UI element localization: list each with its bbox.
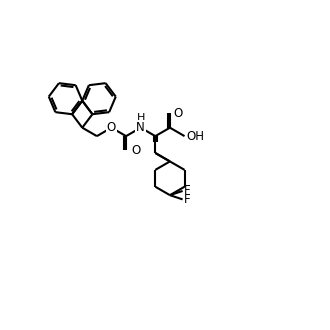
Text: OH: OH (186, 130, 204, 143)
Text: O: O (107, 120, 116, 134)
Text: H: H (137, 114, 145, 123)
Text: F: F (184, 184, 191, 197)
Text: F: F (184, 193, 191, 206)
Text: N: N (136, 121, 145, 134)
Text: O: O (173, 107, 182, 120)
Text: O: O (131, 144, 140, 157)
